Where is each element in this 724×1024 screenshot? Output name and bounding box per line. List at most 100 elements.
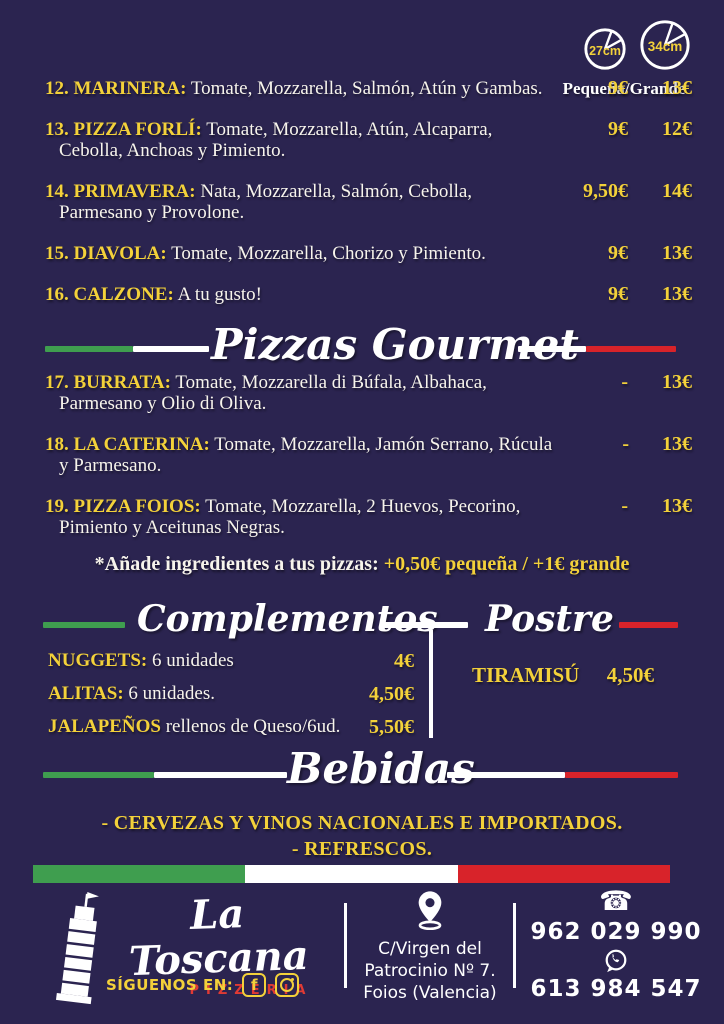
phone-block: ☎ 962 029 990 613 984 547 xyxy=(520,887,712,1004)
bebidas-title: Bebidas xyxy=(287,744,475,793)
item-desc: 6 unidades. xyxy=(128,683,215,704)
item-label: NUGGETS: xyxy=(48,650,148,671)
item-desc: 6 unidades xyxy=(152,650,234,671)
complementos-title: Complementos xyxy=(137,598,438,640)
price-large: 13€ xyxy=(662,433,692,455)
item-label: 13. PIZZA FORLÍ: xyxy=(45,119,202,140)
pizza-large-size-icon: 34cm xyxy=(638,18,692,77)
menu-item-text: 16. CALZONE: A tu gusto! xyxy=(45,284,556,305)
flag-line-white xyxy=(384,622,468,628)
address-line: C/Virgen del xyxy=(378,939,482,959)
price-large: 13€ xyxy=(662,371,692,393)
whatsapp-number: 613 984 547 xyxy=(530,975,702,1002)
menu-item-text: 15. DIAVOLA: Tomate, Mozzarella, Chorizo… xyxy=(45,243,556,264)
price-small: 9€ xyxy=(608,77,628,99)
size-small-label: 27cm xyxy=(589,44,621,58)
bebidas-section-header: Bebidas xyxy=(0,744,724,804)
price-small: - xyxy=(621,371,628,393)
whatsapp-icon xyxy=(520,947,712,974)
item-price: 4€ xyxy=(394,650,414,672)
italian-flag-bar xyxy=(33,865,670,883)
price-large: 13€ xyxy=(662,283,692,305)
complemento-text: NUGGETS: 6 unidades xyxy=(48,650,350,672)
price-large: 13€ xyxy=(662,495,692,517)
beverage-line: - REFRESCOS. xyxy=(291,838,433,860)
note-prices: +0,50€ pequeña / +1€ grande xyxy=(383,553,630,575)
flag-line-white xyxy=(154,772,287,778)
follow-label: SÍGUENOS EN: xyxy=(106,976,234,994)
flag-line-red xyxy=(565,772,678,778)
footer-divider xyxy=(513,903,516,988)
address-line: Patrocinio Nº 7. xyxy=(364,961,496,981)
phone-number: 962 029 990 xyxy=(530,919,702,945)
item-label: 17. BURRATA: xyxy=(45,372,171,393)
pisa-tower-icon xyxy=(34,889,108,1013)
footer-divider xyxy=(344,903,347,988)
menu-item-16: 16. CALZONE: A tu gusto! 9€ 13€ xyxy=(45,283,692,306)
item-desc: Tomate, Mozzarella di Búfala, Albahaca, xyxy=(175,372,487,393)
item-desc: Nata, Mozzarella, Salmón, Cebolla, xyxy=(200,181,473,202)
brand-logo: La Toscana xyxy=(128,890,310,986)
menu-item-15: 15. DIAVOLA: Tomate, Mozzarella, Chorizo… xyxy=(45,242,692,265)
complemento-text: JALAPEÑOS rellenos de Queso/6ud. xyxy=(48,716,350,738)
facebook-letter: f xyxy=(251,975,258,994)
size-large-label: 34cm xyxy=(648,39,683,54)
item-label: 18. LA CATERINA: xyxy=(45,434,210,455)
item-desc-line2: Cebolla, Anchoas y Pimiento. xyxy=(59,140,286,161)
menu-item-text: 18. LA CATERINA: Tomate, Mozzarella, Jam… xyxy=(45,434,558,476)
postre-title: Postre xyxy=(485,598,614,640)
facebook-icon: f xyxy=(242,973,267,997)
menu-item-text: 13. PIZZA FORLÍ: Tomate, Mozzarella, Atú… xyxy=(45,119,556,161)
address-block: C/Virgen del Patrocinio Nº 7. Foios (Val… xyxy=(352,890,508,1004)
item-label: JALAPEÑOS xyxy=(48,716,161,737)
menu-item-17: 17. BURRATA: Tomate, Mozzarella di Búfal… xyxy=(45,371,692,415)
complementos-list: NUGGETS: 6 unidades 4€ ALITAS: 6 unidade… xyxy=(48,650,414,749)
price-small: - xyxy=(622,433,630,455)
pizza-small-size-icon: 27cm xyxy=(582,26,628,77)
flag-line-white xyxy=(447,772,565,778)
menu-item-19: 19. PIZZA FOIOS: Tomate, Mozzarella, 2 H… xyxy=(45,495,692,539)
instagram-icon xyxy=(275,973,300,997)
item-price: 4,50€ xyxy=(369,683,414,705)
section-divider xyxy=(429,630,433,738)
complemento-text: ALITAS: 6 unidades. xyxy=(48,683,350,705)
item-desc: Tomate, Mozzarella, Atún, Alcaparra, xyxy=(206,119,493,140)
gourmet-list: 17. BURRATA: Tomate, Mozzarella di Búfal… xyxy=(45,372,692,558)
price-large: 14€ xyxy=(662,180,692,202)
flag-line-green xyxy=(43,772,154,778)
price-small: 9€ xyxy=(608,283,628,305)
item-label: 15. DIAVOLA: xyxy=(45,243,167,264)
item-label: 19. PIZZA FOIOS: xyxy=(45,496,201,517)
flag-line-green xyxy=(43,622,125,628)
price-large: 13€ xyxy=(662,242,692,264)
footer: La Toscana PIZZERIA SÍGUENOS EN: f C/Vir… xyxy=(0,885,724,1024)
beverage-lines: - CERVEZAS Y VINOS NACIONALES E IMPORTAD… xyxy=(0,810,724,862)
size-header: 27cm 34cm Pequeña/Grande xyxy=(550,18,698,99)
flag-line-red xyxy=(586,346,676,352)
item-desc: A tu gusto! xyxy=(177,284,262,305)
beverage-line: - CERVEZAS Y VINOS NACIONALES E IMPORTAD… xyxy=(101,812,623,834)
price-large: 13€ xyxy=(662,77,692,99)
price-small: 9€ xyxy=(608,242,628,264)
menu-item-text: 14. PRIMAVERA: Nata, Mozzarella, Salmón,… xyxy=(45,181,556,223)
gourmet-section-header: Pizzas Gourmet xyxy=(0,320,724,372)
item-desc-line2: Parmesano y Olio di Oliva. xyxy=(59,393,267,414)
complemento-item: NUGGETS: 6 unidades 4€ xyxy=(48,650,414,672)
extra-ingredients-note: *Añade ingredientes a tus pizzas: +0,50€… xyxy=(0,553,724,576)
social-row: SÍGUENOS EN: f xyxy=(106,973,300,997)
item-price: 4,50€ xyxy=(606,663,654,687)
item-label: 12. MARINERA: xyxy=(45,78,187,99)
size-circles: 27cm 34cm xyxy=(550,18,698,77)
price-small: 9,50€ xyxy=(583,180,628,202)
note-prefix: *Añade ingredientes a tus pizzas: xyxy=(94,553,379,575)
gourmet-title: Pizzas Gourmet xyxy=(211,320,579,369)
menu-item-text: 12. MARINERA: Tomate, Mozzarella, Salmón… xyxy=(45,78,556,99)
price-small: 9€ xyxy=(608,118,628,140)
menu-item-13: 13. PIZZA FORLÍ: Tomate, Mozzarella, Atú… xyxy=(45,118,692,162)
menu-item-text: 17. BURRATA: Tomate, Mozzarella di Búfal… xyxy=(45,372,556,414)
flag-line-white xyxy=(133,346,209,352)
menu-item-14: 14. PRIMAVERA: Nata, Mozzarella, Salmón,… xyxy=(45,180,692,224)
flag-line-white xyxy=(518,346,586,352)
item-label: 14. PRIMAVERA: xyxy=(45,181,196,202)
